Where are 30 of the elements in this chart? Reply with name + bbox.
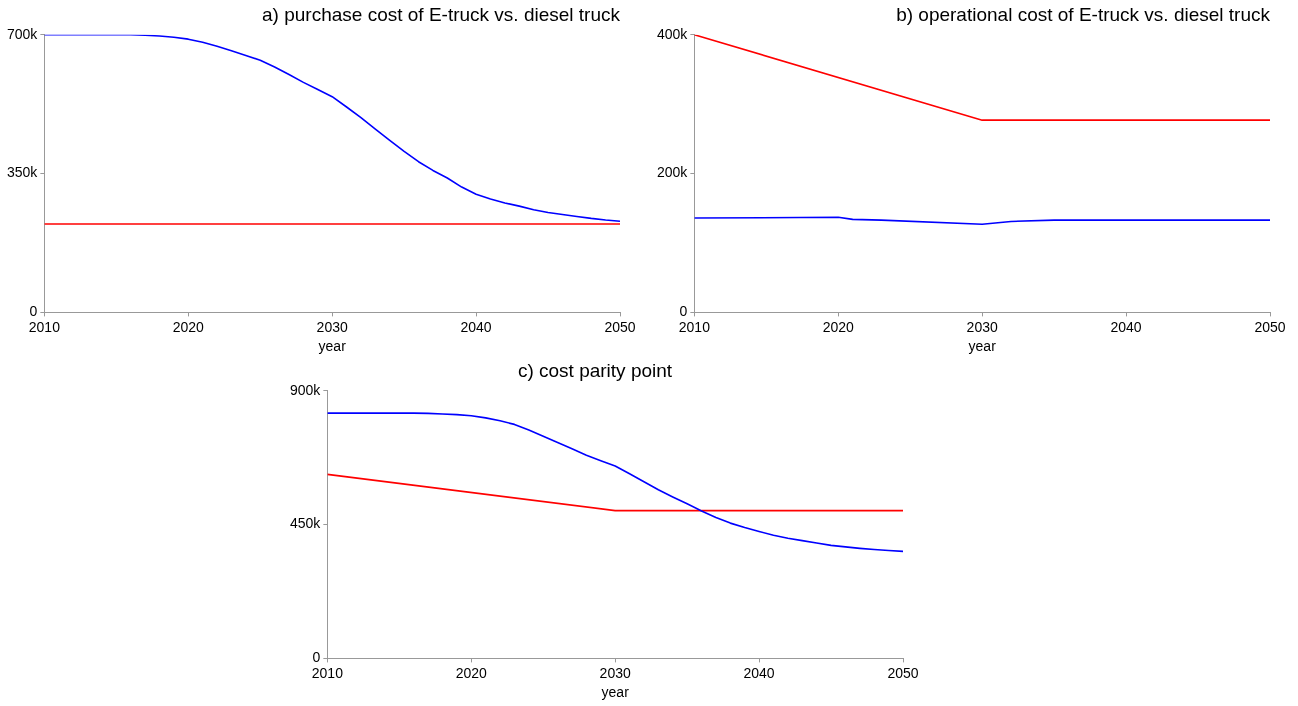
chart-title: b) operational cost of E-truck vs. diesel truck <box>896 3 1271 25</box>
x-tick-label: 2010 <box>311 664 344 681</box>
x-tick-label: 2050 <box>1254 318 1286 335</box>
y-tick-label: 0 <box>29 303 38 320</box>
x-tick-label: 2050 <box>604 318 636 335</box>
y-tick-label: 900k <box>290 381 322 398</box>
x-tick-label: 2020 <box>172 318 205 335</box>
y-tick-label: 400k <box>657 25 689 42</box>
x-tick-label: 2010 <box>678 318 711 335</box>
x-axis-title: year <box>318 338 347 355</box>
x-tick-label: 2030 <box>966 318 998 335</box>
x-tick-label: 2020 <box>822 318 855 335</box>
chart-title: a) purchase cost of E-truck vs. diesel truck <box>262 3 621 25</box>
x-tick-label: 2030 <box>316 318 348 335</box>
y-tick-label: 700k <box>7 25 39 42</box>
y-tick-label: 0 <box>679 303 688 320</box>
y-tick-label: 450k <box>290 515 322 532</box>
x-tick-label: 2020 <box>455 664 488 681</box>
x-tick-label: 2040 <box>460 318 492 335</box>
x-tick-label: 2030 <box>599 664 631 681</box>
x-tick-label: 2010 <box>28 318 61 335</box>
chart-title: c) cost parity point <box>517 359 673 381</box>
x-axis-title: year <box>601 684 630 701</box>
y-tick-label: 0 <box>312 649 321 666</box>
y-tick-label: 200k <box>657 164 689 181</box>
x-tick-label: 2050 <box>887 664 919 681</box>
x-tick-label: 2040 <box>743 664 775 681</box>
x-tick-label: 2040 <box>1110 318 1142 335</box>
x-axis-title: year <box>968 338 997 355</box>
y-tick-label: 350k <box>7 164 39 181</box>
